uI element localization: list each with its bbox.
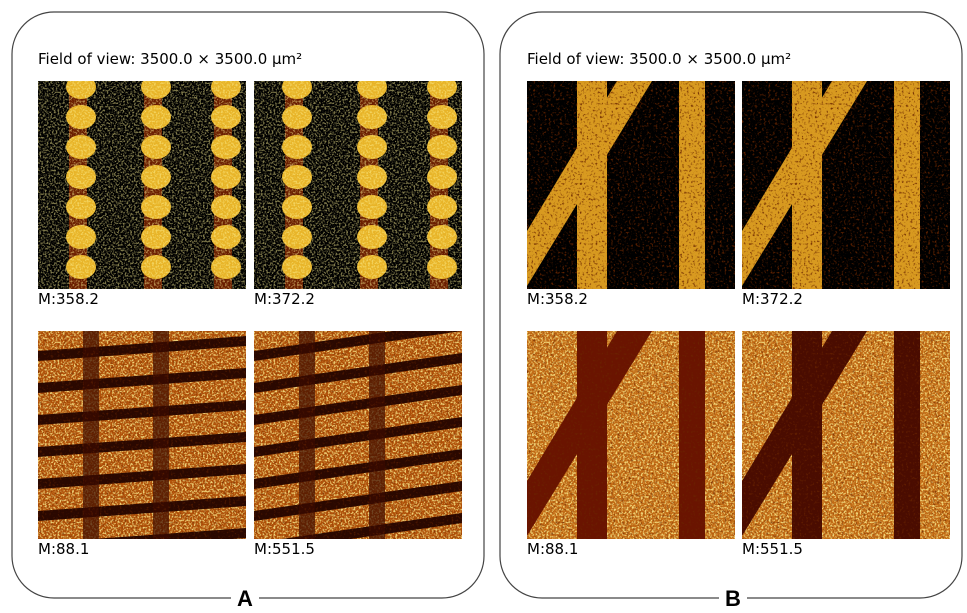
image-region bbox=[357, 75, 387, 99]
image-region bbox=[66, 75, 96, 99]
image bbox=[527, 331, 735, 539]
image-region bbox=[679, 81, 705, 289]
figure: Field of view: 3500.0 × 3500.0 µm² M:358.… bbox=[0, 0, 967, 609]
image-region bbox=[211, 135, 241, 159]
image-region bbox=[282, 195, 312, 219]
image-region bbox=[141, 135, 171, 159]
image-region bbox=[357, 165, 387, 189]
image-region bbox=[357, 225, 387, 249]
image-region bbox=[792, 331, 822, 539]
field-of-view: Field of view: 3500.0 × 3500.0 µm² bbox=[38, 50, 302, 68]
image-region bbox=[141, 195, 171, 219]
image-region bbox=[427, 225, 457, 249]
image-region bbox=[66, 165, 96, 189]
field-of-view: Field of view: 3500.0 × 3500.0 µm² bbox=[527, 50, 791, 68]
image-region bbox=[66, 255, 96, 279]
image-region bbox=[141, 75, 171, 99]
image-region bbox=[357, 255, 387, 279]
image-label: M:551.5 bbox=[742, 540, 803, 558]
image-region bbox=[369, 331, 385, 539]
image-region bbox=[427, 135, 457, 159]
image-region bbox=[577, 81, 607, 289]
image-label: M:551.5 bbox=[254, 540, 315, 558]
image-region bbox=[211, 225, 241, 249]
image-region bbox=[894, 81, 920, 289]
image-region bbox=[38, 560, 246, 585]
image-region bbox=[299, 331, 315, 539]
image-region bbox=[211, 255, 241, 279]
image-region bbox=[357, 105, 387, 129]
image bbox=[742, 331, 950, 539]
image-region bbox=[282, 75, 312, 99]
image-label: M:88.1 bbox=[38, 540, 89, 558]
panel-letter: B bbox=[725, 586, 741, 609]
image-label: M:372.2 bbox=[254, 290, 315, 308]
image-region bbox=[577, 331, 607, 539]
image-region bbox=[427, 195, 457, 219]
image-region bbox=[282, 255, 312, 279]
image-region bbox=[427, 105, 457, 129]
image-region bbox=[83, 331, 99, 539]
image-region bbox=[282, 225, 312, 249]
image-region bbox=[427, 75, 457, 99]
panel-letter: A bbox=[237, 586, 253, 609]
image-region bbox=[894, 331, 920, 539]
image-region bbox=[211, 105, 241, 129]
image-region bbox=[141, 225, 171, 249]
image-region bbox=[427, 165, 457, 189]
image-region bbox=[282, 105, 312, 129]
image bbox=[38, 75, 246, 289]
image-label: M:372.2 bbox=[742, 290, 803, 308]
image bbox=[254, 75, 462, 289]
image-label: M:358.2 bbox=[38, 290, 99, 308]
image-region bbox=[141, 105, 171, 129]
image-region bbox=[282, 165, 312, 189]
image-region bbox=[427, 255, 457, 279]
image-region bbox=[211, 75, 241, 99]
image-region bbox=[211, 165, 241, 189]
image-region bbox=[792, 81, 822, 289]
image-region bbox=[357, 195, 387, 219]
image-region bbox=[66, 135, 96, 159]
image bbox=[527, 81, 735, 289]
image-region bbox=[66, 195, 96, 219]
image-label: M:88.1 bbox=[527, 540, 578, 558]
image-region bbox=[66, 225, 96, 249]
image-region bbox=[141, 255, 171, 279]
image bbox=[742, 81, 950, 289]
image-region bbox=[282, 135, 312, 159]
image-region bbox=[679, 331, 705, 539]
image-region bbox=[211, 195, 241, 219]
image-region bbox=[357, 135, 387, 159]
image-region bbox=[153, 331, 169, 539]
image-label: M:358.2 bbox=[527, 290, 588, 308]
image-region bbox=[141, 165, 171, 189]
image-region bbox=[66, 105, 96, 129]
